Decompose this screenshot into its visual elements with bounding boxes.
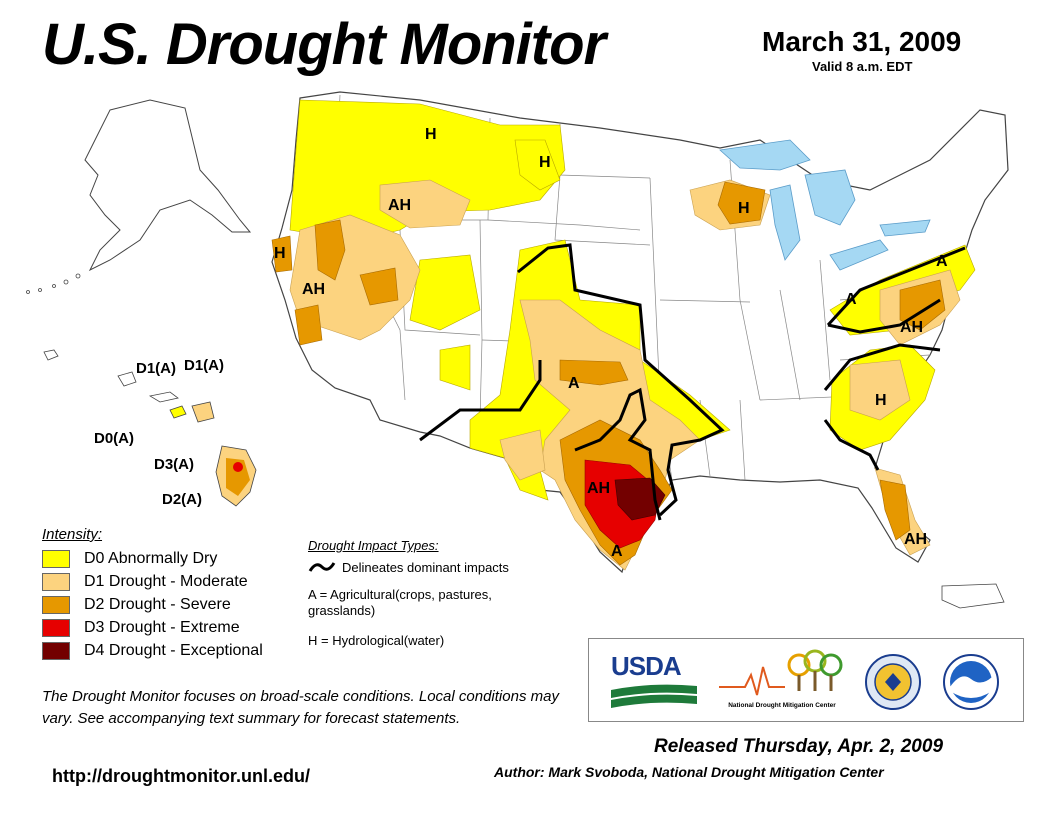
label-big-island-north: D3(A) <box>154 456 194 473</box>
swatch-d4 <box>42 641 70 660</box>
legend-row-d1: D1 Drought - Moderate <box>42 570 263 593</box>
alaska-outline <box>84 99 252 272</box>
legend-label-d4: D4 Drought - Exceptional <box>84 641 263 659</box>
hawaii-labels: D1(A) D1(A) D0(A) D3(A) D2(A) <box>94 357 224 508</box>
label-a-northeast: A <box>936 253 948 270</box>
label-ah-texas: AH <box>587 480 610 497</box>
impact-delineates: Delineates dominant impacts <box>342 559 509 575</box>
impact-agricultural: A = Agricultural(crops, pastures, grassl… <box>308 587 492 618</box>
impact-boundaries <box>419 243 966 521</box>
legend-label-d0: D0 Abnormally Dry <box>84 549 218 567</box>
impact-types-legend: Drought Impact Types: Delineates dominan… <box>308 538 538 648</box>
swatch-d3 <box>42 618 70 637</box>
swatch-d1 <box>42 572 70 591</box>
label-a-oklahoma: A <box>568 375 580 392</box>
label-h-carolinas: H <box>875 392 887 409</box>
release-date: Released Thursday, Apr. 2, 2009 <box>654 736 944 757</box>
aleutian-islands <box>26 273 81 294</box>
label-oahu: D1(A) <box>136 360 176 377</box>
label-ah-idaho: AH <box>388 197 411 214</box>
hawaii <box>43 349 257 507</box>
label-ah-florida: AH <box>904 531 927 548</box>
impact-labels: H H AH H H AH A AH A A A AH H AH <box>274 126 948 560</box>
impact-hydrological: H = Hydrological(water) <box>308 633 445 648</box>
usda-logo: USDA <box>611 651 697 709</box>
swatch-d2 <box>42 595 70 614</box>
map-date: March 31, 2009 <box>762 26 962 57</box>
noaa-logo-icon <box>943 654 999 710</box>
disclaimer-note: The Drought Monitor focuses on broad-sca… <box>42 688 559 727</box>
label-molokai: D0(A) <box>94 430 134 447</box>
legend-label-d2: D2 Drought - Severe <box>84 595 231 613</box>
label-h-coast: H <box>274 245 286 262</box>
website-url[interactable]: http://droughtmonitor.unl.edu/ <box>52 766 310 786</box>
boundary-line-icon <box>308 562 336 572</box>
ndmc-logo: National Drought Mitigation Center <box>715 647 849 715</box>
logo-panel: USDA National Drought Mitigation Center <box>588 638 1024 722</box>
swatch-d0 <box>42 549 70 568</box>
legend-row-d4: D4 Drought - Exceptional <box>42 639 263 662</box>
label-ah-mid-atlantic: AH <box>900 319 923 336</box>
legend-label-d1: D1 Drought - Moderate <box>84 572 248 590</box>
usda-logo-text: USDA <box>611 651 682 681</box>
label-a-south-texas: A <box>611 543 623 560</box>
label-h-north-dakota: H <box>539 154 551 171</box>
legend-row-d0: D0 Abnormally Dry <box>42 547 263 570</box>
label-big-island-south: D2(A) <box>162 491 202 508</box>
label-h-montana: H <box>425 126 437 143</box>
ndmc-trees-icon <box>719 649 843 696</box>
valid-time: Valid 8 a.m. EDT <box>812 59 913 74</box>
label-h-wisconsin: H <box>738 200 750 217</box>
legend-row-d2: D2 Drought - Severe <box>42 593 263 616</box>
puerto-rico <box>941 583 1005 609</box>
usda-swoosh-icon <box>611 684 697 708</box>
great-lakes <box>719 139 931 271</box>
legend-row-d3: D3 Drought - Extreme <box>42 616 263 639</box>
label-maui: D1(A) <box>184 357 224 374</box>
legend-label-d3: D3 Drought - Extreme <box>84 618 240 636</box>
doc-seal-icon <box>865 654 921 710</box>
impact-line-row: Delineates dominant impacts <box>308 559 538 575</box>
author-credit: Author: Mark Svoboda, National Drought M… <box>494 764 884 780</box>
intensity-legend: Intensity: D0 Abnormally Dry D1 Drought … <box>42 526 263 662</box>
impact-title: Drought Impact Types: <box>308 538 439 553</box>
label-a-pennsylvania: A <box>845 291 857 308</box>
legend-title: Intensity: <box>42 526 103 543</box>
ndmc-logo-text: National Drought Mitigation Center <box>728 702 836 709</box>
label-ah-nevada: AH <box>302 281 325 298</box>
page-title: U.S. Drought Monitor <box>42 12 606 77</box>
